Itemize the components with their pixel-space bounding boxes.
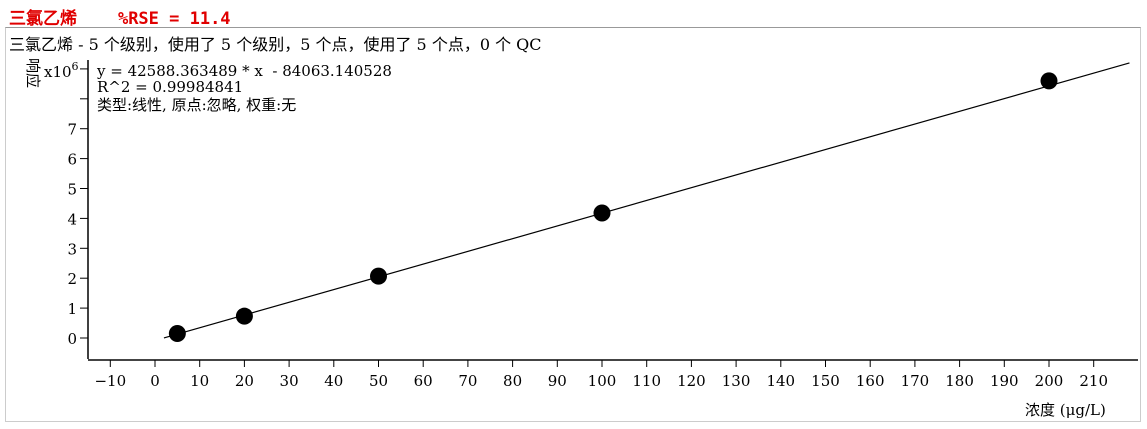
data-point [1040,72,1058,90]
y-tick-label: 2 [67,270,77,288]
y-multiplier-exponent: 6 [72,60,79,73]
y-tick-label: 5 [67,181,77,199]
fit-info: 类型:线性, 原点:忽略, 权重:无 [97,96,296,114]
x-tick-label: 190 [990,372,1019,390]
x-axis-label: 浓度 (μg/L) [1025,401,1106,419]
x-tick-label: 170 [901,372,930,390]
x-tick-label: 140 [766,372,795,390]
chart-title: 三氯乙烯 - 5 个级别，使用了 5 个级别，5 个点，使用了 5 个点，0 个… [9,35,542,54]
x-tick-label: 210 [1079,372,1108,390]
data-point [593,204,611,222]
y-tick-label: 3 [67,240,77,258]
y-tick-label: 0 [67,330,77,348]
y-axis-label: 响应 [24,58,42,88]
x-tick-label: 60 [414,372,433,390]
y-tick-label: 7 [67,121,77,139]
x-tick-label: 20 [235,372,254,390]
data-point [168,325,186,343]
x-tick-label: 80 [503,372,522,390]
y-tick-label: 1 [67,300,77,318]
fit-line [163,62,1130,339]
chart-frame [5,27,1141,422]
x-tick-label: 200 [1035,372,1064,390]
y-tick-label: 4 [67,210,77,228]
x-tick-label: −10 [94,372,126,390]
x-tick-label: 90 [548,372,567,390]
data-point [370,267,387,285]
chart-header: 三氯乙烯 %RSE = 11.4 [9,4,231,29]
x-tick-label: 160 [856,372,885,390]
x-tick-label: 120 [677,372,706,390]
x-tick-label: 40 [324,372,343,390]
x-tick-label: 100 [588,372,617,390]
fit-equation: y = 42588.363489 * x - 84063.140528 [96,62,392,80]
x-tick-label: 180 [945,372,974,390]
x-tick-label: 130 [722,372,751,390]
x-tick-label: 30 [280,372,299,390]
x-tick-label: 150 [811,372,840,390]
x-tick-label: 10 [190,372,209,390]
x-tick-label: 0 [150,372,160,390]
y-tick-label: 6 [67,151,77,169]
x-tick-label: 50 [369,372,388,390]
data-point [235,307,253,325]
y-multiplier-base: x10 [44,63,72,81]
y-multiplier: x106 [44,60,79,81]
x-tick-label: 70 [458,372,477,390]
r-squared: R^2 = 0.99984841 [97,78,243,96]
compound-name: 三氯乙烯 [9,9,77,29]
x-tick-label: 110 [632,372,661,390]
rse-value: %RSE = 11.4 [117,9,231,29]
